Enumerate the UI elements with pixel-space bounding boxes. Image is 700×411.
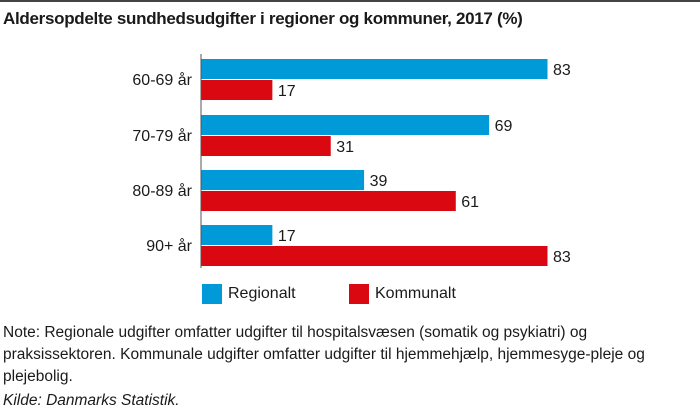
bar-kommunalt bbox=[201, 136, 331, 156]
source-text: Kilde: Danmarks Statistik. bbox=[3, 392, 180, 409]
legend-item-kommunalt: Kommunalt bbox=[349, 284, 456, 304]
bar-kommunalt bbox=[201, 246, 548, 266]
bar-kommunalt bbox=[201, 80, 273, 100]
top-rule bbox=[0, 0, 700, 2]
data-label: 17 bbox=[278, 83, 296, 100]
bar-chart: 60-69 år 83 17 70-79 år 69 31 80-89 år 39 61 90+ … bbox=[132, 54, 571, 268]
bar-regionalt bbox=[201, 59, 548, 79]
note-text: Note: Regionale udgifter omfatter udgift… bbox=[3, 324, 645, 385]
data-label: 83 bbox=[553, 62, 571, 79]
legend-item-regionalt: Regionalt bbox=[202, 284, 296, 304]
legend-label: Regionalt bbox=[228, 285, 296, 302]
bar-regionalt bbox=[201, 225, 273, 245]
category-label: 60-69 år bbox=[132, 71, 192, 89]
data-label: 69 bbox=[495, 118, 513, 135]
legend-swatch bbox=[349, 284, 369, 304]
data-label: 83 bbox=[553, 249, 571, 266]
bar-kommunalt bbox=[201, 191, 456, 211]
data-label: 39 bbox=[370, 173, 388, 190]
category-label: 70-79 år bbox=[132, 127, 192, 145]
bar-regionalt bbox=[201, 170, 365, 190]
data-label: 31 bbox=[336, 139, 354, 156]
data-label: 61 bbox=[461, 194, 479, 211]
category-label: 80-89 år bbox=[132, 182, 192, 200]
data-label: 17 bbox=[278, 228, 296, 245]
legend-label: Kommunalt bbox=[375, 285, 456, 302]
bar-regionalt bbox=[201, 115, 490, 135]
category-label: 90+ år bbox=[146, 237, 192, 255]
legend-swatch bbox=[202, 284, 222, 304]
chart-title: Aldersopdelte sundhedsudgifter i regione… bbox=[3, 9, 523, 28]
